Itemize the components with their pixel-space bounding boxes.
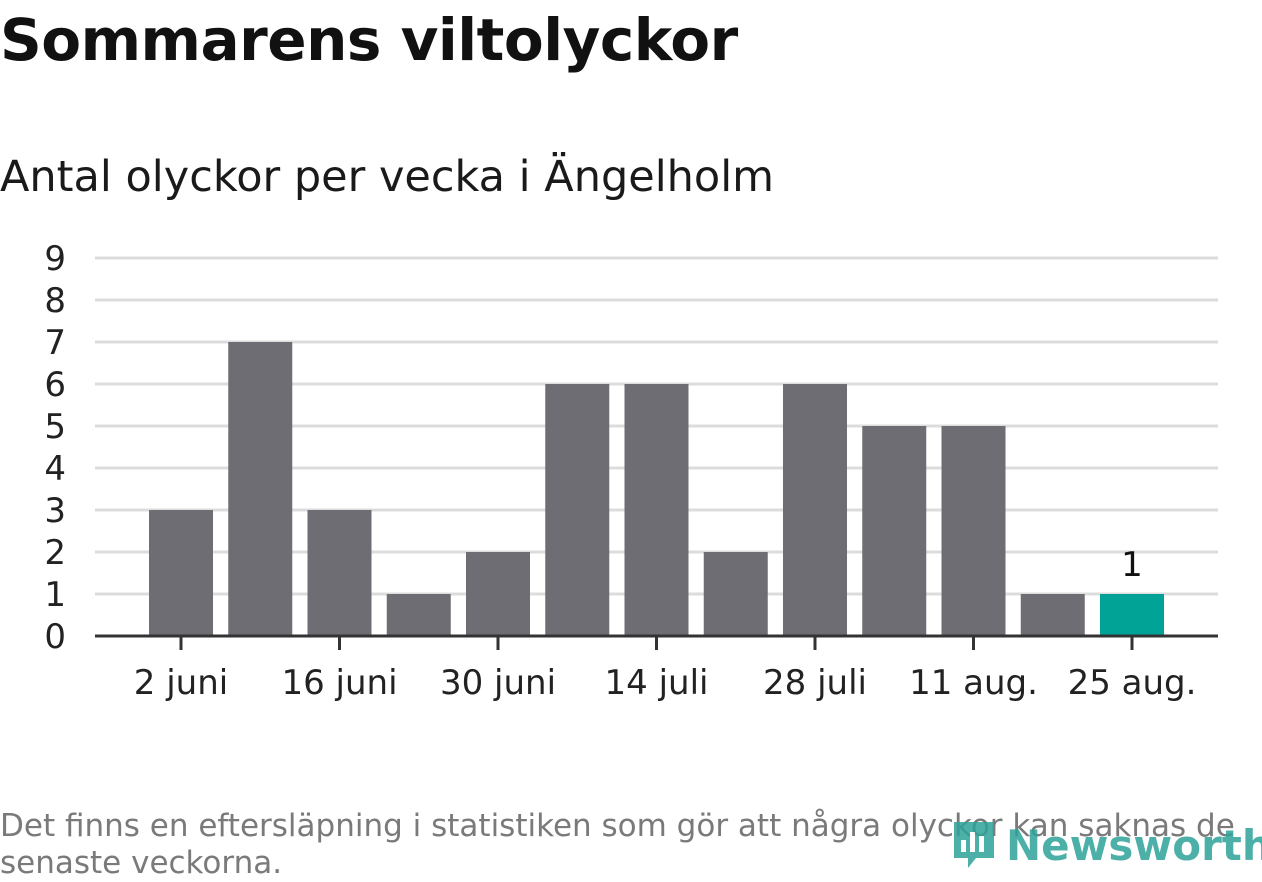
bar: [941, 426, 1006, 636]
y-tick-label: 7: [44, 323, 66, 363]
y-tick-label: 2: [44, 533, 66, 573]
bar: [228, 342, 293, 636]
bar: [783, 384, 847, 636]
data-label: 1: [1121, 545, 1143, 585]
x-tick-label: 30 juni: [440, 663, 556, 703]
bar: [545, 384, 610, 636]
x-tick-label: 2 juni: [134, 663, 228, 703]
x-tick-label: 25 aug.: [1068, 663, 1197, 703]
bar: [386, 594, 451, 636]
x-tick-label: 11 aug.: [909, 663, 1038, 703]
bar: [862, 426, 927, 636]
bar: [703, 552, 768, 636]
bar: [466, 552, 530, 636]
chart-subtitle: Antal olyckor per vecka i Ängelholm: [0, 152, 775, 202]
y-tick-label: 4: [44, 449, 66, 489]
newsworthy-logo-icon: [954, 822, 994, 868]
bar: [307, 510, 372, 636]
y-tick-label: 1: [44, 575, 66, 615]
x-tick-label: 16 juni: [281, 663, 397, 703]
chart-title: Sommarens viltolyckor: [0, 6, 738, 74]
brand-logo: Newsworthy: [950, 818, 1262, 872]
bar: [1020, 594, 1085, 636]
bar: [624, 384, 689, 636]
y-tick-label: 5: [44, 407, 66, 447]
footnote: Det finns en eftersläpning i statistiken…: [0, 808, 1235, 881]
x-tick-label: 28 juli: [763, 663, 867, 703]
x-tick-label: 14 juli: [605, 663, 709, 703]
brand-name: Newsworthy: [1006, 820, 1262, 870]
y-tick-label: 0: [44, 617, 66, 657]
y-tick-label: 6: [44, 365, 66, 405]
y-tick-label: 3: [44, 491, 66, 531]
y-tick-label: 9: [44, 239, 66, 279]
bar: [149, 510, 213, 636]
bar-highlight: [1100, 594, 1164, 636]
y-tick-label: 8: [44, 281, 66, 321]
